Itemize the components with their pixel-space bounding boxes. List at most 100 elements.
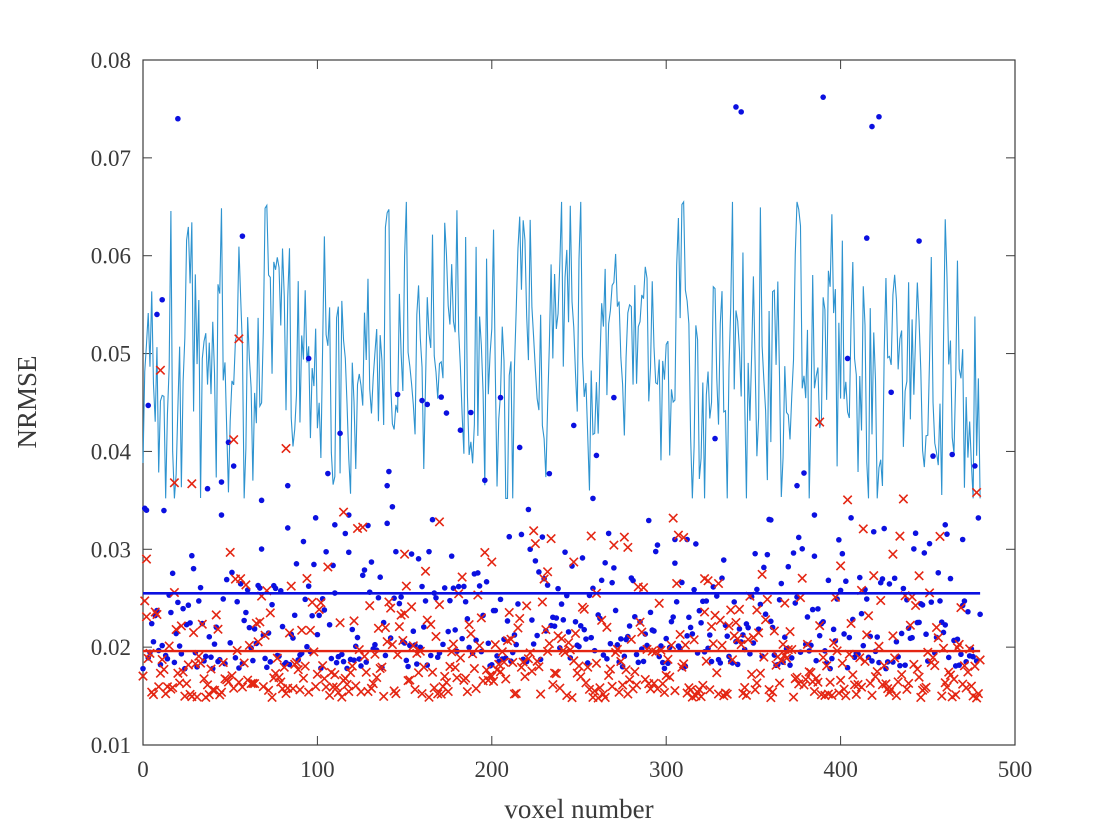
blue-dot-marker: [778, 580, 785, 587]
red-x-outlier: [835, 561, 846, 571]
red-x-outlier: [971, 487, 982, 498]
blue-dot-marker: [928, 599, 935, 605]
blue-dot-marker: [345, 549, 352, 556]
blue-dot-marker: [829, 655, 835, 662]
red-x-marker: [757, 569, 767, 580]
blue-dot-marker: [372, 641, 378, 648]
blue-dot-outlier: [768, 517, 774, 523]
red-x-outlier: [169, 477, 180, 488]
blue-dot-marker: [265, 630, 272, 636]
blue-dot-marker: [856, 574, 863, 581]
blue-dot-marker: [473, 637, 479, 644]
red-x-marker: [889, 653, 900, 663]
red-x-marker: [263, 685, 274, 696]
blue-dot-marker: [284, 525, 291, 531]
x-axis-label: voxel number: [504, 794, 653, 824]
blue-dot-marker: [614, 642, 621, 648]
red-x-marker: [432, 689, 443, 699]
blue-dot-marker: [415, 556, 422, 562]
blue-dot-marker: [668, 618, 675, 625]
red-x-marker: [973, 688, 984, 699]
blue-dot-marker: [693, 541, 699, 547]
red-x-marker: [753, 628, 764, 638]
x-tick-label: 400: [823, 757, 858, 782]
blue-dot-marker: [604, 656, 610, 662]
blue-dot-marker: [173, 630, 179, 637]
red-x-marker: [705, 685, 715, 695]
blue-dot-marker: [745, 624, 751, 631]
blue-dot-marker: [196, 598, 202, 604]
red-x-marker: [898, 494, 909, 504]
red-x-marker: [300, 661, 310, 671]
y-tick-label: 0.02: [91, 635, 131, 660]
blue-dot-marker: [553, 615, 560, 621]
blue-dot-marker: [140, 665, 146, 672]
blue-dot-marker: [443, 410, 450, 416]
blue-dot-marker: [150, 638, 157, 645]
blue-dot-marker: [168, 609, 174, 616]
blue-dot-marker: [466, 644, 472, 651]
red-x-marker: [535, 689, 546, 699]
blue-dot-marker: [565, 629, 572, 635]
blue-dot-marker: [529, 617, 535, 623]
blue-dot-marker: [593, 452, 600, 459]
red-x-marker: [476, 613, 487, 623]
blue-dot-marker: [462, 598, 469, 605]
red-x-marker: [699, 607, 710, 617]
blue-dot-marker: [651, 628, 657, 634]
blue-dot-marker: [870, 528, 877, 535]
red-x-marker: [621, 665, 631, 675]
blue-dot-marker: [340, 658, 347, 665]
blue-dot-marker: [647, 609, 654, 616]
red-x-marker: [659, 687, 670, 698]
blue-dot-marker: [916, 619, 922, 626]
red-x-marker: [513, 623, 523, 633]
blue-dot-marker: [900, 585, 907, 592]
blue-dot-marker: [912, 530, 919, 537]
blue-dot-marker: [375, 594, 382, 601]
blue-dot-outlier: [258, 497, 265, 504]
blue-dot-marker: [448, 553, 455, 559]
blue-dot-marker: [258, 546, 265, 552]
y-axis-label: NRMSE: [12, 355, 42, 448]
red-x-marker: [795, 592, 806, 603]
blue-dot-marker: [359, 572, 366, 579]
red-x-marker: [551, 668, 562, 679]
red-x-marker: [581, 678, 591, 688]
red-x-marker: [755, 668, 766, 678]
blue-dot-outlier: [811, 512, 818, 518]
red-x-marker: [344, 686, 354, 697]
blue-dot-marker: [750, 640, 757, 646]
red-x-marker: [192, 692, 202, 702]
red-x-marker: [724, 621, 734, 631]
blue-dot-marker: [581, 626, 588, 633]
blue-dot-marker: [658, 643, 664, 649]
blue-dot-marker: [164, 655, 171, 662]
red-x-marker: [600, 692, 610, 703]
blue-dot-marker: [243, 609, 249, 616]
red-x-marker: [377, 662, 387, 672]
blue-dot-marker: [961, 598, 968, 604]
red-x-marker: [176, 621, 187, 631]
red-x-marker: [617, 680, 628, 690]
red-x-marker: [431, 631, 441, 642]
red-x-marker: [314, 604, 324, 615]
red-x-marker: [586, 531, 596, 541]
x-tick-label: 500: [998, 757, 1033, 782]
blue-dot-marker: [883, 665, 889, 672]
red-x-marker: [912, 664, 923, 674]
red-x-marker: [708, 638, 719, 649]
blue-dot-marker: [291, 612, 298, 619]
red-x-marker: [394, 621, 405, 632]
red-x-marker: [879, 660, 889, 671]
red-x-marker: [752, 678, 762, 688]
blue-dot-marker: [911, 546, 917, 552]
red-x-marker: [387, 639, 398, 650]
red-x-marker: [928, 652, 938, 663]
red-x-marker: [654, 598, 664, 609]
blue-dot-marker: [947, 575, 954, 582]
blue-dot-marker: [937, 598, 943, 604]
red-x-marker: [860, 656, 870, 667]
blue-dot-marker: [555, 585, 561, 592]
blue-dot-marker: [427, 652, 434, 659]
